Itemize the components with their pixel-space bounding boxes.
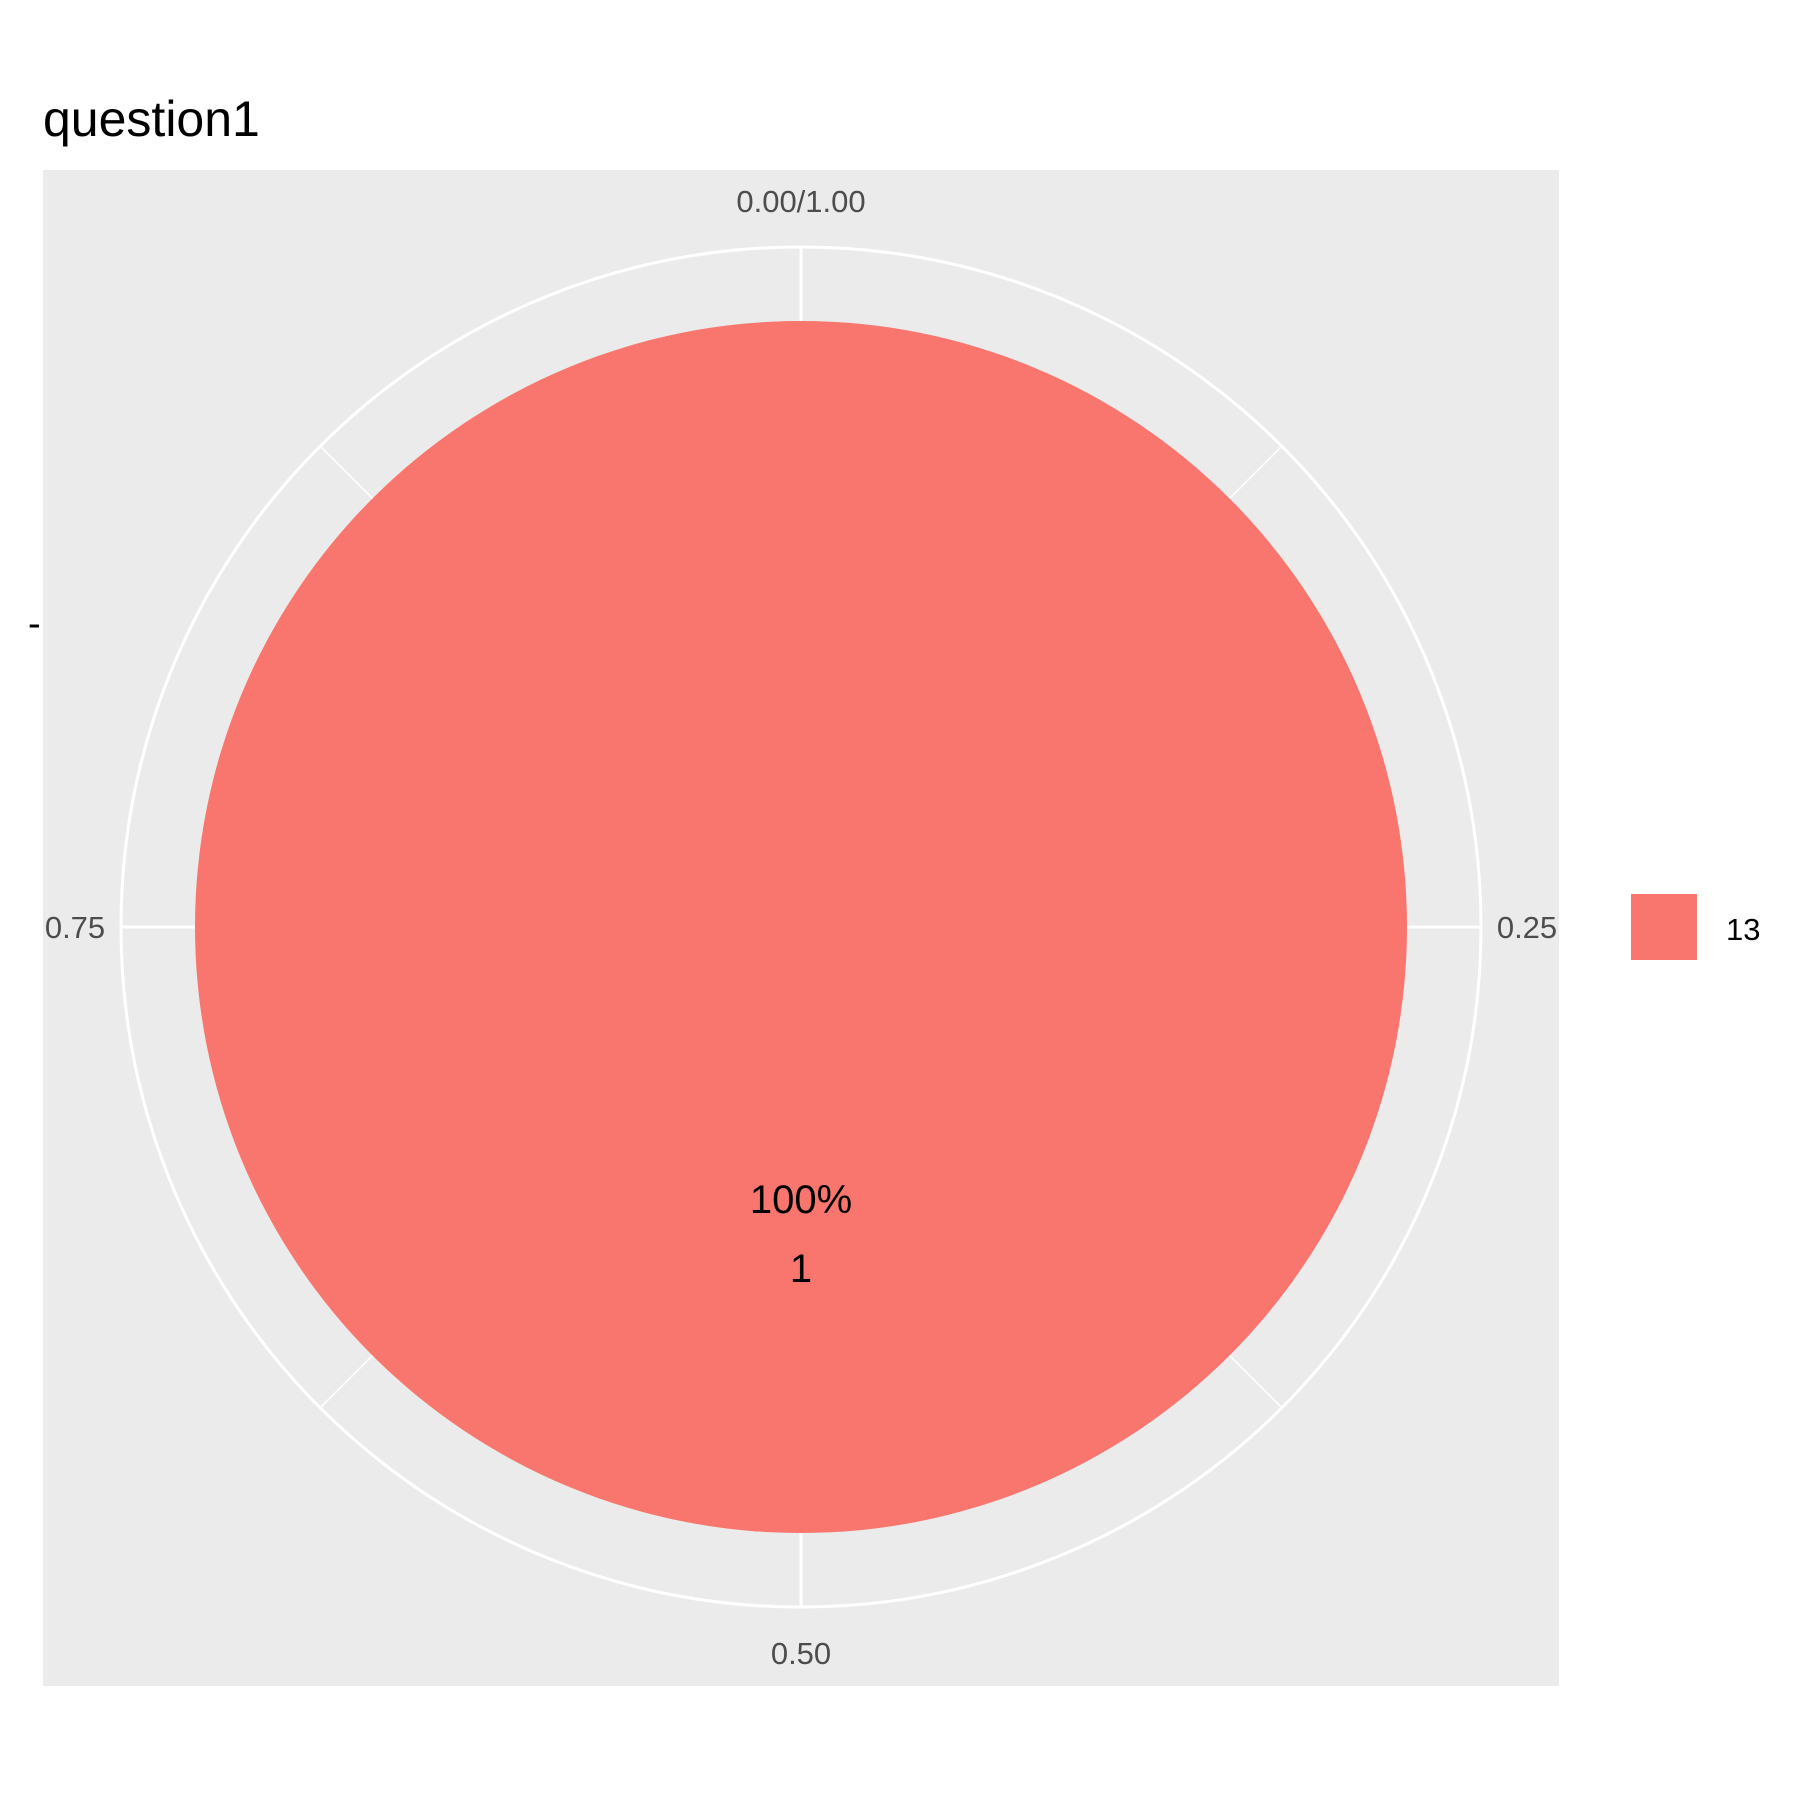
- chart-title: question1: [43, 91, 260, 147]
- angular-tick-label: 0.75: [45, 910, 105, 945]
- angular-tick-label: 0.25: [1497, 910, 1557, 945]
- pie-slices: [195, 321, 1407, 1533]
- angular-tick-label: 0.00/1.00: [736, 184, 865, 219]
- legend-label-13: 13: [1726, 912, 1760, 947]
- pie-slice-13: [195, 321, 1407, 1533]
- slice-count-label: 1: [790, 1247, 812, 1291]
- slice-percent-label: 100%: [750, 1178, 852, 1222]
- legend-key-13: [1629, 892, 1699, 962]
- angular-tick-label: 0.50: [771, 1636, 831, 1671]
- angular-tick-labels: 0.00/1.00 0.25 0.50 0.75: [45, 184, 1557, 1671]
- y-axis-tick-label: -: [28, 603, 41, 645]
- legend: 13: [1629, 892, 1760, 962]
